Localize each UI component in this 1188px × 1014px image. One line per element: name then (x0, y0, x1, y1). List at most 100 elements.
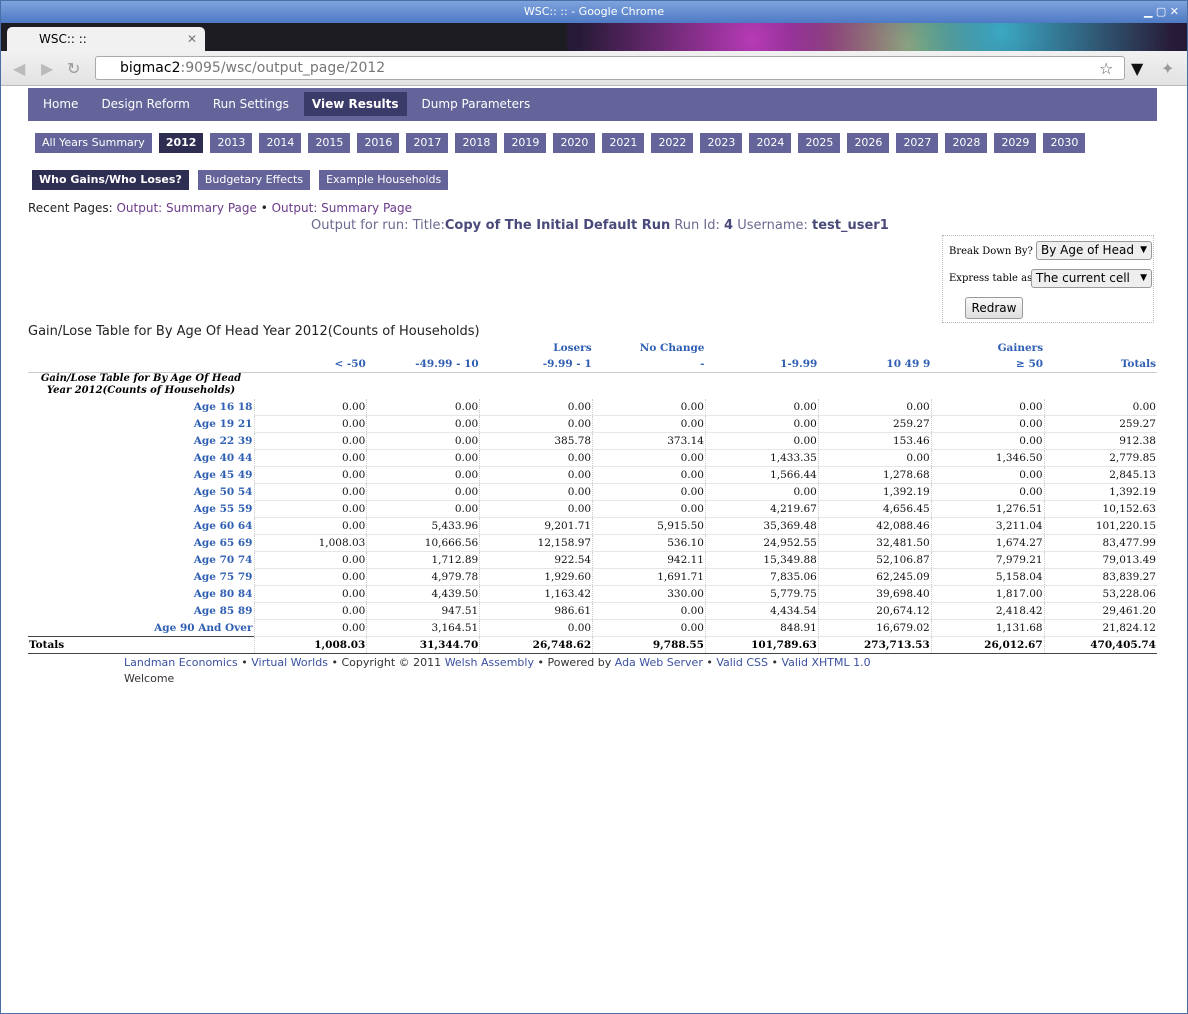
table-cell: 42,088.46 (817, 517, 932, 535)
footer-link[interactable]: Welsh Assembly (444, 656, 534, 669)
year-button[interactable]: 2029 (994, 133, 1037, 153)
table-cell: 3,164.51 (366, 619, 480, 637)
row-label: Age 45 49 (193, 469, 253, 481)
nav-link[interactable]: Home (43, 97, 79, 111)
table-cell: 0.00 (592, 500, 706, 518)
back-button[interactable]: ◀ (13, 59, 26, 78)
table-row: Age 50 54 0.00 0.00 0.00 0.00 0.00 1,392.19 0.0… (28, 483, 1157, 501)
nav-link[interactable]: Run Settings (212, 97, 289, 111)
sub-nav-button[interactable]: Who Gains/Who Loses? (32, 170, 189, 190)
address-bar[interactable]: bigmac2:9095/wsc/output_page/2012 (95, 56, 1125, 80)
table-cell: 1,817.00 (930, 585, 1045, 603)
footer-link[interactable]: Landman Economics (124, 656, 238, 669)
table-body: Losers No Change Gainers < -50 -49.99 - 10 -9… (28, 340, 1157, 654)
row-label: Age 75 79 (193, 571, 253, 583)
redraw-button[interactable]: Redraw (965, 297, 1023, 319)
table-cell: 5,915.50 (592, 517, 706, 535)
year-button[interactable]: 2021 (602, 133, 645, 153)
table-cell: 16,679.02 (817, 619, 932, 637)
nav-link[interactable]: Dump Parameters (421, 97, 531, 111)
table-row: Age 90 And Over 0.00 3,164.51 0.00 0.00 848.9… (28, 619, 1157, 637)
footer-link[interactable]: Ada Web Server (614, 656, 703, 669)
table-cell: 20,674.12 (817, 602, 932, 620)
run-prefix: Output for run: Title: (311, 218, 445, 233)
breakdown-select[interactable]: By Age of Head (1036, 241, 1152, 260)
sub-nav-button[interactable]: Example Households (319, 170, 449, 190)
table-cell: 153.46 (817, 432, 932, 450)
header-cell (367, 373, 480, 400)
year-button[interactable]: 2026 (847, 133, 890, 153)
welcome: Welcome (124, 672, 175, 685)
year-button[interactable]: 2016 (357, 133, 400, 153)
table-cell: 0.00 (705, 415, 819, 433)
table-cell: 32,481.50 (817, 534, 932, 552)
table-cell: 0.00 (366, 466, 480, 484)
express-value: The current cell (1036, 271, 1130, 285)
year-button[interactable]: 2020 (553, 133, 596, 153)
table-cell: 1,163.42 (479, 585, 593, 603)
table-cell: 10,152.63 (1043, 500, 1157, 518)
table-row: Age 75 79 0.00 4,979.78 1,929.60 1,691.71 7,8… (28, 568, 1157, 586)
footer-link[interactable]: Valid XHTML 1.0 (781, 656, 871, 669)
table-cell: 1,392.19 (1043, 483, 1157, 501)
year-button[interactable]: 2018 (455, 133, 498, 153)
year-button[interactable]: 2030 (1043, 133, 1086, 153)
recent-link[interactable]: Output: Summary Page (271, 201, 413, 215)
table-cell: 7,979.21 (930, 551, 1045, 569)
table-cell: 0.00 (592, 483, 706, 501)
year-button[interactable]: 2028 (945, 133, 988, 153)
row-label: Age 16 18 (193, 401, 253, 414)
year-button[interactable]: 2014 (259, 133, 302, 153)
year-button[interactable]: 2025 (798, 133, 841, 153)
table-cell: 21,824.12 (1043, 619, 1157, 637)
footer-link[interactable]: Virtual Worlds (251, 656, 328, 669)
run-id-label: Run Id: (674, 218, 720, 233)
footer-link[interactable]: Valid CSS (716, 656, 768, 669)
year-button[interactable]: 2027 (896, 133, 939, 153)
year-button[interactable]: 2024 (749, 133, 792, 153)
nav-link[interactable]: Design Reform (101, 97, 190, 111)
year-button[interactable]: 2019 (504, 133, 547, 153)
table-cell: 259.27 (1043, 415, 1157, 433)
nav-link[interactable]: View Results (303, 92, 407, 116)
table-cell: 0.00 (705, 432, 819, 450)
window-controls[interactable]: ▁ ▢ ✕ (1143, 5, 1179, 18)
bookmark-star[interactable]: ☆ (1099, 59, 1114, 78)
table-cell: 0.00 (592, 415, 706, 433)
year-button[interactable]: 2015 (308, 133, 351, 153)
table-cell: 0.00 (366, 432, 480, 450)
table-cell: 2,779.85 (1043, 449, 1157, 467)
totals-cell: 101,789.63 (705, 636, 819, 654)
table-cell: 373.14 (592, 432, 706, 450)
forward-button[interactable]: ▶ (41, 59, 54, 78)
totals-cell: 1,008.03 (253, 636, 367, 654)
year-button[interactable]: 2023 (700, 133, 743, 153)
year-button[interactable]: 2013 (210, 133, 253, 153)
table-cell: 848.91 (705, 619, 819, 637)
table-cell: 922.54 (479, 551, 593, 569)
table-cell: 0.00 (366, 415, 480, 433)
sub-nav-button[interactable]: Budgetary Effects (197, 170, 311, 190)
year-button[interactable]: 2012 (158, 133, 204, 153)
extension-icon[interactable]: ▼ (1131, 59, 1144, 78)
row-label: Age 22 39 (193, 435, 253, 447)
recent-link[interactable]: Output: Summary Page (116, 201, 257, 215)
run-title: Copy of The Initial Default Run (444, 218, 671, 233)
reload-button[interactable]: ↻ (67, 59, 81, 78)
year-button[interactable]: 2022 (651, 133, 694, 153)
year-button[interactable]: 2017 (406, 133, 449, 153)
express-select[interactable]: The current cell (1031, 269, 1152, 288)
sub-nav: Who Gains/Who Loses? Budgetary Effects Exa… (32, 168, 457, 190)
table-cell: 0.00 (253, 517, 367, 535)
settings-wrench[interactable]: ✦ (1161, 59, 1175, 78)
table-cell: 0.00 (705, 483, 819, 501)
table-cell: 0.00 (479, 483, 593, 501)
table-cell: 4,219.67 (705, 500, 819, 518)
tab-close[interactable]: ✕ (186, 32, 197, 46)
row-label: Age 19 21 (193, 418, 253, 430)
table-row: Age 65 69 1,008.03 10,666.56 12,158.97 536.1… (28, 534, 1157, 552)
tab[interactable]: WSC:: :: ✕ (7, 27, 205, 51)
year-button[interactable]: All Years Summary (35, 133, 152, 153)
